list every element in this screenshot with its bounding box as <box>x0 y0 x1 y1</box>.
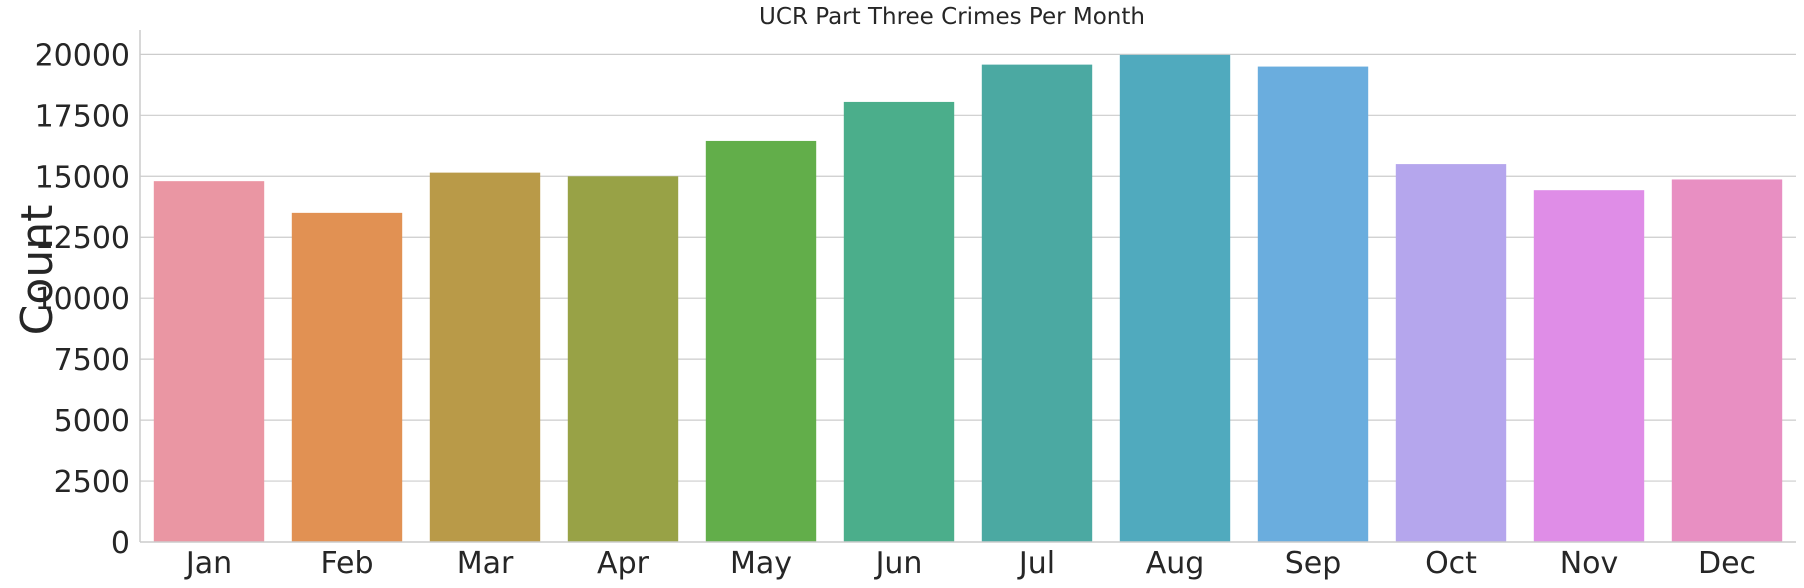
y-tick-label: 20000 <box>35 38 130 73</box>
x-tick-label: Jun <box>874 546 923 581</box>
y-tick-label: 10000 <box>35 282 130 317</box>
bar-jun <box>843 101 955 542</box>
x-tick-label: Sep <box>1285 546 1342 581</box>
bar-aug <box>1119 54 1231 543</box>
bar-feb <box>291 212 403 542</box>
x-tick-label: Dec <box>1698 546 1756 581</box>
bar-jan <box>153 181 265 542</box>
x-tick-label: Jan <box>184 546 232 581</box>
y-tick-label: 2500 <box>54 465 130 500</box>
x-tick-label: Aug <box>1146 546 1205 581</box>
grid-lines <box>140 53 1796 482</box>
x-tick-label: Mar <box>457 546 514 581</box>
bar-sep <box>1257 66 1369 543</box>
y-tick-label: 5000 <box>54 404 130 439</box>
y-axis-label: Count <box>12 205 63 336</box>
x-tick-label: May <box>730 546 792 581</box>
x-tick-labels: Jan Feb Mar Apr May Jun Jul Aug Sep Oct Nov Dec <box>184 546 1756 581</box>
bar-jul <box>981 64 1093 543</box>
x-tick-label: Oct <box>1425 546 1477 581</box>
bar-dec <box>1671 179 1783 542</box>
bar-may <box>705 140 817 542</box>
y-tick-label: 17500 <box>35 99 130 134</box>
bar-oct <box>1395 164 1507 542</box>
bar-nov <box>1533 190 1645 542</box>
x-tick-label: Jul <box>1017 546 1055 581</box>
x-tick-label: Apr <box>597 546 650 581</box>
chart-title: UCR Part Three Crimes Per Month <box>759 4 1145 30</box>
x-tick-label: Feb <box>320 546 373 581</box>
bars <box>153 54 1783 543</box>
y-tick-label: 0 <box>111 526 130 561</box>
y-tick-label: 12500 <box>35 221 130 256</box>
x-tick-label: Nov <box>1560 546 1619 581</box>
axes <box>139 30 1796 543</box>
y-tick-label: 15000 <box>35 160 130 195</box>
bar-mar <box>429 172 541 542</box>
y-tick-labels: 0 2500 5000 7500 10000 12500 15000 17500 20000 <box>35 38 130 561</box>
bar-apr <box>567 176 679 543</box>
y-tick-label: 7500 <box>54 343 130 378</box>
